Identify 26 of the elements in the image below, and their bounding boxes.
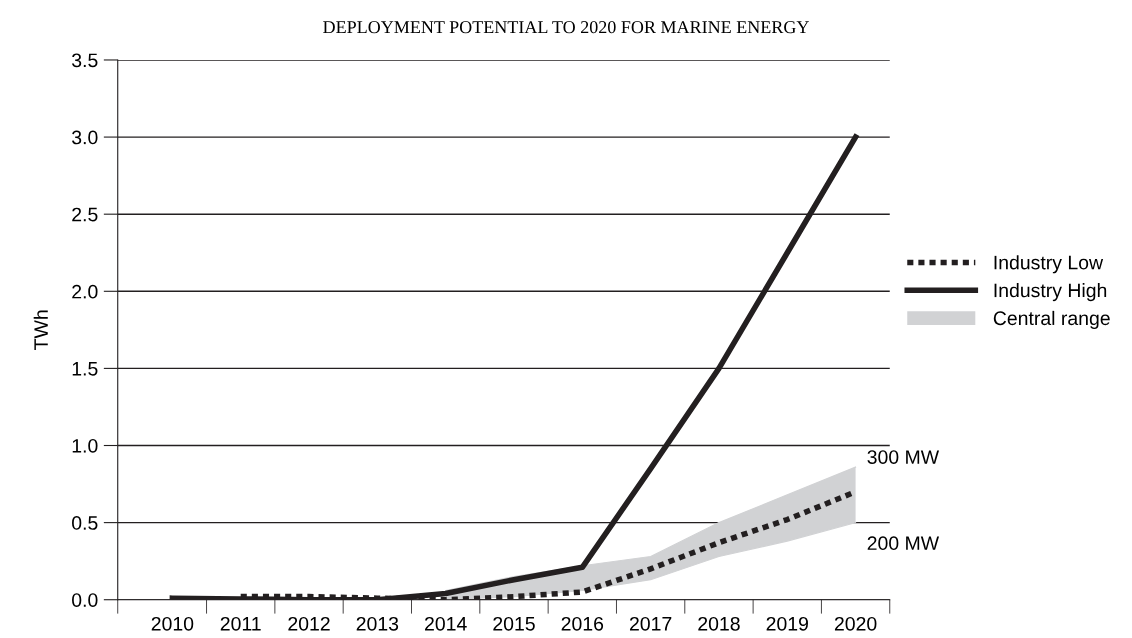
y-axis-title: TWh: [33, 310, 48, 350]
y-tick-label: 3.0: [72, 130, 98, 145]
y-tick-label: 1.0: [72, 438, 98, 453]
chart-title: DEPLOYMENT POTENTIAL TO 2020 FOR MARINE ENERGY: [323, 21, 809, 34]
y-tick-label: 3.5: [72, 53, 98, 68]
x-tick-label: 2014: [425, 616, 467, 631]
y-tick-label: 0.5: [72, 516, 98, 530]
x-tick-label: 2019: [766, 616, 808, 631]
y-tick-label: 0.0: [72, 593, 98, 607]
x-tick-label: 2020: [834, 616, 877, 631]
x-tick-label: 2013: [356, 616, 399, 631]
annotation: 200 MW: [867, 536, 940, 551]
y-tick-label: 1.5: [72, 362, 98, 376]
annotation: 300 MW: [867, 450, 940, 464]
x-tick-label: 2015: [493, 616, 535, 631]
legend-label: Industry High: [994, 283, 1107, 302]
x-tick-label: 2011: [220, 616, 261, 631]
x-tick-label: 2017: [629, 616, 672, 631]
x-tick-label: 2012: [288, 616, 330, 631]
x-tick-label: 2016: [561, 616, 604, 631]
legend-label: Industry Low: [994, 255, 1104, 274]
legend-label: Central range: [993, 310, 1110, 329]
y-tick-label: 2.5: [72, 207, 98, 222]
x-tick-label: 2018: [698, 616, 740, 631]
x-tick-label: 2010: [151, 616, 194, 631]
y-tick-label: 2.0: [72, 284, 98, 299]
